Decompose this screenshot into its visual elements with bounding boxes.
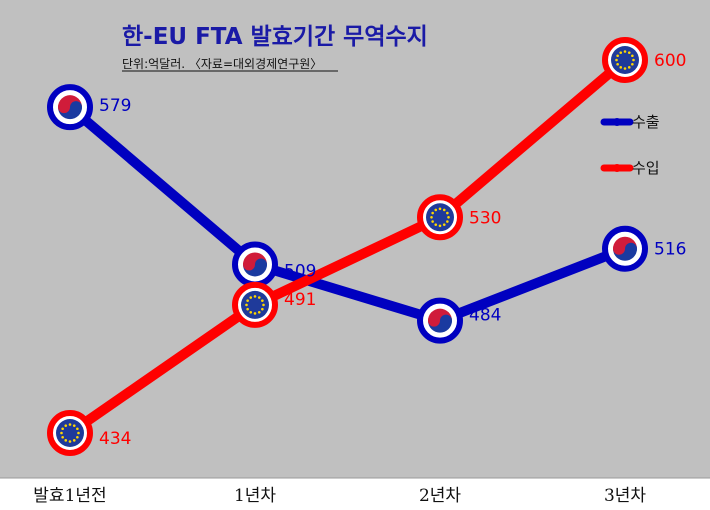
- legend-marker: [613, 164, 621, 172]
- korea-flag-icon: [417, 297, 463, 344]
- x-tick-label: 1년차: [234, 486, 276, 506]
- legend-label: 수출: [632, 113, 660, 131]
- marker-layer: [47, 37, 648, 456]
- korea-flag-icon: [47, 84, 93, 131]
- x-tick-label: 발효1년전: [33, 486, 106, 506]
- label-layer: 579 509 484 516 434 491 530 600: [99, 51, 686, 449]
- data-label: 600: [654, 51, 686, 71]
- series-line-imports: [65, 55, 630, 438]
- data-label: 516: [654, 240, 686, 260]
- x-tick-label: 2년차: [419, 486, 461, 506]
- eu-flag-icon: [602, 37, 648, 83]
- chart-subtitle: 단위:억달러. 〈자료=대외경제연구원〉: [122, 57, 322, 71]
- series-layer: [65, 55, 630, 438]
- legend-marker: [613, 118, 621, 126]
- data-label: 434: [99, 429, 131, 449]
- eu-flag-icon: [47, 410, 93, 456]
- eu-flag-icon: [417, 194, 463, 241]
- data-label: 530: [469, 208, 501, 228]
- data-label: 484: [469, 306, 501, 326]
- data-label: 509: [284, 261, 316, 281]
- eu-flag-icon: [232, 281, 278, 328]
- x-axis-ticks: 발효1년전 1년차 2년차 3년차: [33, 486, 646, 506]
- x-tick-label: 3년차: [604, 486, 646, 506]
- korea-flag-icon: [602, 225, 648, 272]
- data-label: 491: [284, 290, 316, 310]
- legend-label: 수입: [632, 159, 660, 177]
- series-line-exports: [65, 102, 630, 326]
- chart-title: 한-EU FTA 발효기간 무역수지: [122, 24, 428, 50]
- korea-flag-icon: [232, 241, 278, 288]
- data-label: 579: [99, 96, 131, 116]
